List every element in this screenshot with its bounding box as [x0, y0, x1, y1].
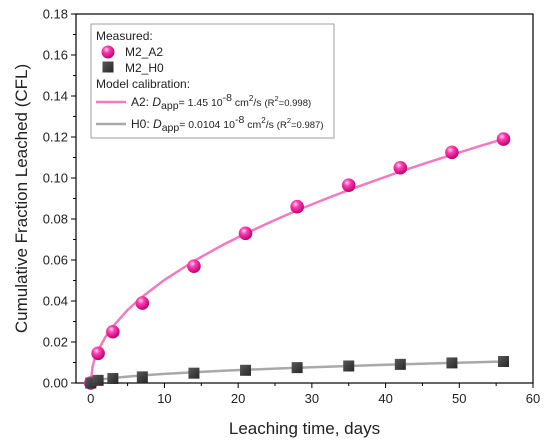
point-m2-a2	[393, 160, 408, 175]
model-line-a2	[89, 137, 504, 384]
measured-points	[83, 132, 511, 390]
y-tick-label: 0.12	[43, 130, 68, 145]
y-tick-label: 0.18	[43, 7, 68, 22]
point-m2-a2	[238, 226, 253, 241]
legend-a2-r-tail: =0.998)	[279, 98, 312, 109]
legend-measured-header: Measured:	[96, 29, 153, 43]
legend-h0-unit-exp: 2	[261, 116, 266, 125]
legend-a2-unit: cm	[232, 97, 249, 109]
legend-symbol-m2-a2	[101, 45, 115, 59]
point-m2-a2	[106, 324, 120, 339]
legend-a2-prefix: A2:	[131, 95, 152, 109]
legend-h0-prefix: H0:	[131, 117, 153, 131]
legend-a2-r-exp: 2	[275, 94, 279, 103]
point-m2-a2	[290, 199, 304, 214]
x-tick-label: 20	[231, 391, 245, 406]
legend-symbol-m2-h0	[102, 61, 114, 73]
y-tick-label: 0.02	[43, 335, 68, 350]
point-m2-h0	[136, 371, 148, 383]
legend-h0-r-open: (R	[277, 120, 287, 131]
legend-h0-r-exp: 2	[287, 116, 291, 125]
point-m2-h0	[291, 362, 303, 374]
y-axis-title: Cumulative Fraction Leached (CFL)	[12, 64, 31, 333]
point-m2-a2	[91, 346, 105, 361]
y-tick-label: 0.10	[43, 171, 68, 186]
x-tick-label: 10	[157, 391, 171, 406]
legend-model-header: Model calibration:	[96, 77, 190, 91]
point-m2-a2	[187, 259, 201, 273]
point-m2-h0	[394, 358, 406, 370]
legend-box	[90, 23, 335, 139]
point-m2-h0	[240, 364, 252, 376]
point-m2-h0	[498, 355, 510, 367]
legend-a2-r-open: (R	[264, 98, 274, 109]
point-m2-a2	[445, 145, 459, 160]
legend-label-m2-a2: M2_A2	[125, 45, 163, 59]
y-tick-label: 0.08	[43, 212, 68, 227]
point-m2-a2	[496, 132, 511, 146]
legend-h0-unit: cm	[244, 119, 261, 131]
point-m2-a2	[135, 296, 150, 310]
legend-a2-d: D	[152, 95, 161, 109]
x-axis-ticks: 0 10 20 30 40 50 60	[87, 383, 540, 406]
x-tick-label: 50	[452, 391, 466, 406]
x-tick-label: 30	[305, 391, 319, 406]
legend-h0-unit-tail: /s	[266, 119, 277, 131]
legend-a2-value: = 1.45 10	[179, 97, 223, 109]
point-m2-h0	[188, 367, 200, 379]
x-tick-label: 40	[378, 391, 392, 406]
legend-a2-unit-tail: /s	[253, 97, 264, 109]
point-m2-a2	[341, 178, 356, 192]
legend-h0-d: D	[153, 117, 162, 131]
y-tick-label: 0.04	[43, 294, 68, 309]
point-m2-h0	[107, 372, 119, 384]
point-m2-h0	[343, 360, 355, 372]
legend-h0-d-sub: app	[162, 122, 180, 134]
y-tick-label: 0.14	[43, 89, 68, 104]
legend-label-m2-h0: M2_H0	[125, 61, 164, 75]
legend-a2-unit-exp: 2	[249, 94, 254, 103]
point-m2-h0	[85, 377, 97, 389]
legend-label-a2: A2: Dapp= 1.45 10-8 cm2/s (R2=0.998)	[131, 92, 311, 112]
legend-h0-exp: -8	[235, 114, 244, 126]
y-axis-ticks: 0.00 0.02 0.04 0.06 0.08 0.10 0.12 0.14 0.16 0.18	[43, 7, 76, 391]
x-axis-title: Leaching time, days	[229, 419, 380, 438]
model-lines	[89, 137, 504, 385]
legend-a2-d-sub: app	[161, 100, 179, 112]
y-tick-label: 0.16	[43, 48, 68, 63]
point-m2-h0	[92, 374, 104, 386]
legend: Measured: M2_A2 M2_H0 Model calibration:…	[90, 23, 335, 139]
point-m2-h0	[446, 357, 458, 369]
legend-a2-exp: -8	[223, 92, 232, 104]
legend-label-h0: H0: Dapp= 0.0104 10-8 cm2/s (R2=0.987)	[131, 114, 324, 134]
legend-h0-r-tail: =0.987)	[291, 120, 324, 131]
x-tick-label: 60	[526, 391, 540, 406]
legend-h0-value: = 0.0104 10	[179, 119, 235, 131]
x-tick-label: 0	[87, 391, 94, 406]
y-tick-label: 0.00	[43, 376, 68, 391]
y-tick-label: 0.06	[43, 253, 68, 268]
